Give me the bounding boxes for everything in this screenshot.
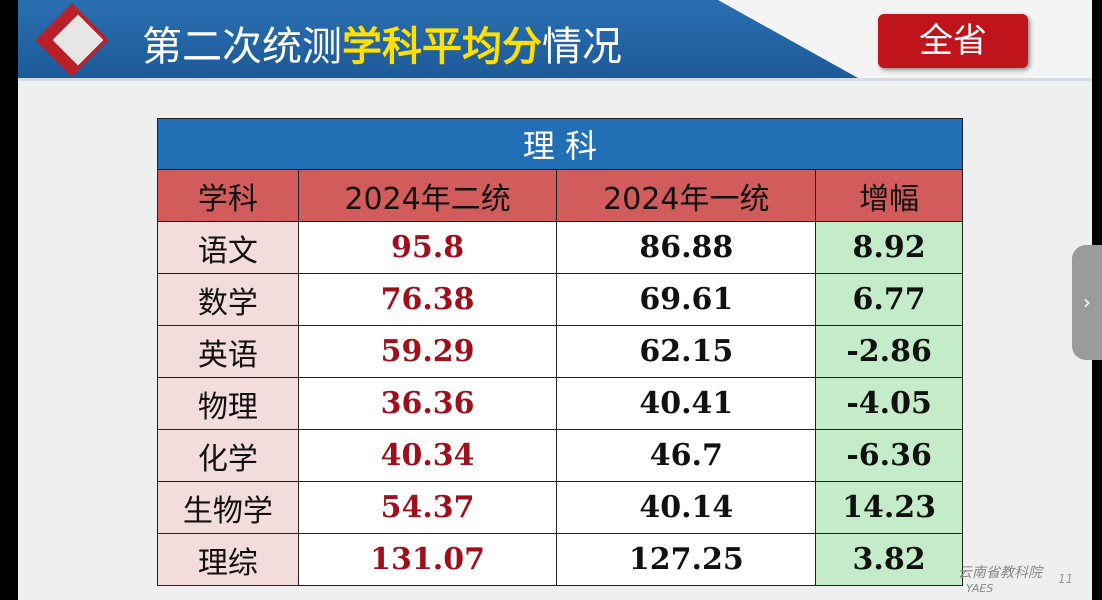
score-cell: -6.36 — [815, 429, 963, 482]
title-row: 理 科 — [157, 118, 963, 170]
subject-cell: 物理 — [157, 377, 299, 430]
table-row: 语文 95.8 86.88 8.92 — [157, 221, 963, 274]
subject-cell: 语文 — [157, 221, 299, 274]
score-cell: 46.7 — [556, 429, 817, 482]
column-header: 增幅 — [815, 169, 963, 222]
subject-cell: 理综 — [157, 533, 299, 586]
score-cell: 62.15 — [556, 325, 817, 378]
score-cell: 6.77 — [815, 273, 963, 326]
score-cell: 40.41 — [556, 377, 817, 430]
subject-cell: 英语 — [157, 325, 299, 378]
slide-title: 第二次统测学科平均分情况 — [142, 14, 622, 72]
next-slide-button[interactable]: › — [1072, 245, 1102, 360]
score-cell: 14.23 — [815, 481, 963, 534]
table-row: 物理 36.36 40.41 -4.05 — [157, 377, 963, 430]
score-cell: -2.86 — [815, 325, 963, 378]
score-cell: 3.82 — [815, 533, 963, 586]
score-cell: 8.92 — [815, 221, 963, 274]
column-header: 学科 — [157, 169, 299, 222]
table-row: 生物学 54.37 40.14 14.23 — [157, 481, 963, 534]
score-cell: 36.36 — [297, 377, 558, 430]
subject-cell: 化学 — [157, 429, 299, 482]
slide: 第二次统测学科平均分情况 全省 理 科学科 2024年二统 2024年一统 增幅 语文 9… — [18, 0, 1092, 600]
header-row: 学科 2024年二统 2024年一统 增幅 — [157, 169, 963, 222]
score-cell: 54.37 — [297, 481, 558, 534]
table-row: 理综 131.07 127.25 3.82 — [157, 533, 963, 586]
table-row: 化学 40.34 46.7 -6.36 — [157, 429, 963, 482]
score-cell: 40.14 — [556, 481, 817, 534]
subject-cell: 生物学 — [157, 481, 299, 534]
footer-org: 云南省教科院 — [958, 565, 1042, 581]
title-part: 第二次统测 — [142, 24, 342, 70]
scope-badge: 全省 — [878, 14, 1028, 68]
score-table: 理 科学科 2024年二统 2024年一统 增幅 语文 95.8 86.88 8.92 数学 76… — [157, 118, 963, 586]
score-cell: 86.88 — [556, 221, 817, 274]
page-number: 11 — [1058, 572, 1074, 586]
score-cell: 127.25 — [556, 533, 817, 586]
column-header: 2024年二统 — [297, 169, 558, 222]
footer-abbr: YAES — [966, 582, 994, 595]
score-cell: 40.34 — [297, 429, 558, 482]
score-cell: -4.05 — [815, 377, 963, 430]
table-body: 理 科学科 2024年二统 2024年一统 增幅 语文 95.8 86.88 8.92 数学 76… — [157, 118, 963, 586]
score-cell: 95.8 — [297, 221, 558, 274]
table-row: 英语 59.29 62.15 -2.86 — [157, 325, 963, 378]
table-row: 数学 76.38 69.61 6.77 — [157, 273, 963, 326]
table-title: 理 科 — [157, 118, 963, 170]
title-part: 情况 — [542, 24, 622, 70]
score-cell: 131.07 — [297, 533, 558, 586]
subject-cell: 数学 — [157, 273, 299, 326]
score-cell: 59.29 — [297, 325, 558, 378]
score-cell: 76.38 — [297, 273, 558, 326]
title-highlight: 学科平均分 — [342, 24, 542, 70]
column-header: 2024年一统 — [556, 169, 817, 222]
score-cell: 69.61 — [556, 273, 817, 326]
